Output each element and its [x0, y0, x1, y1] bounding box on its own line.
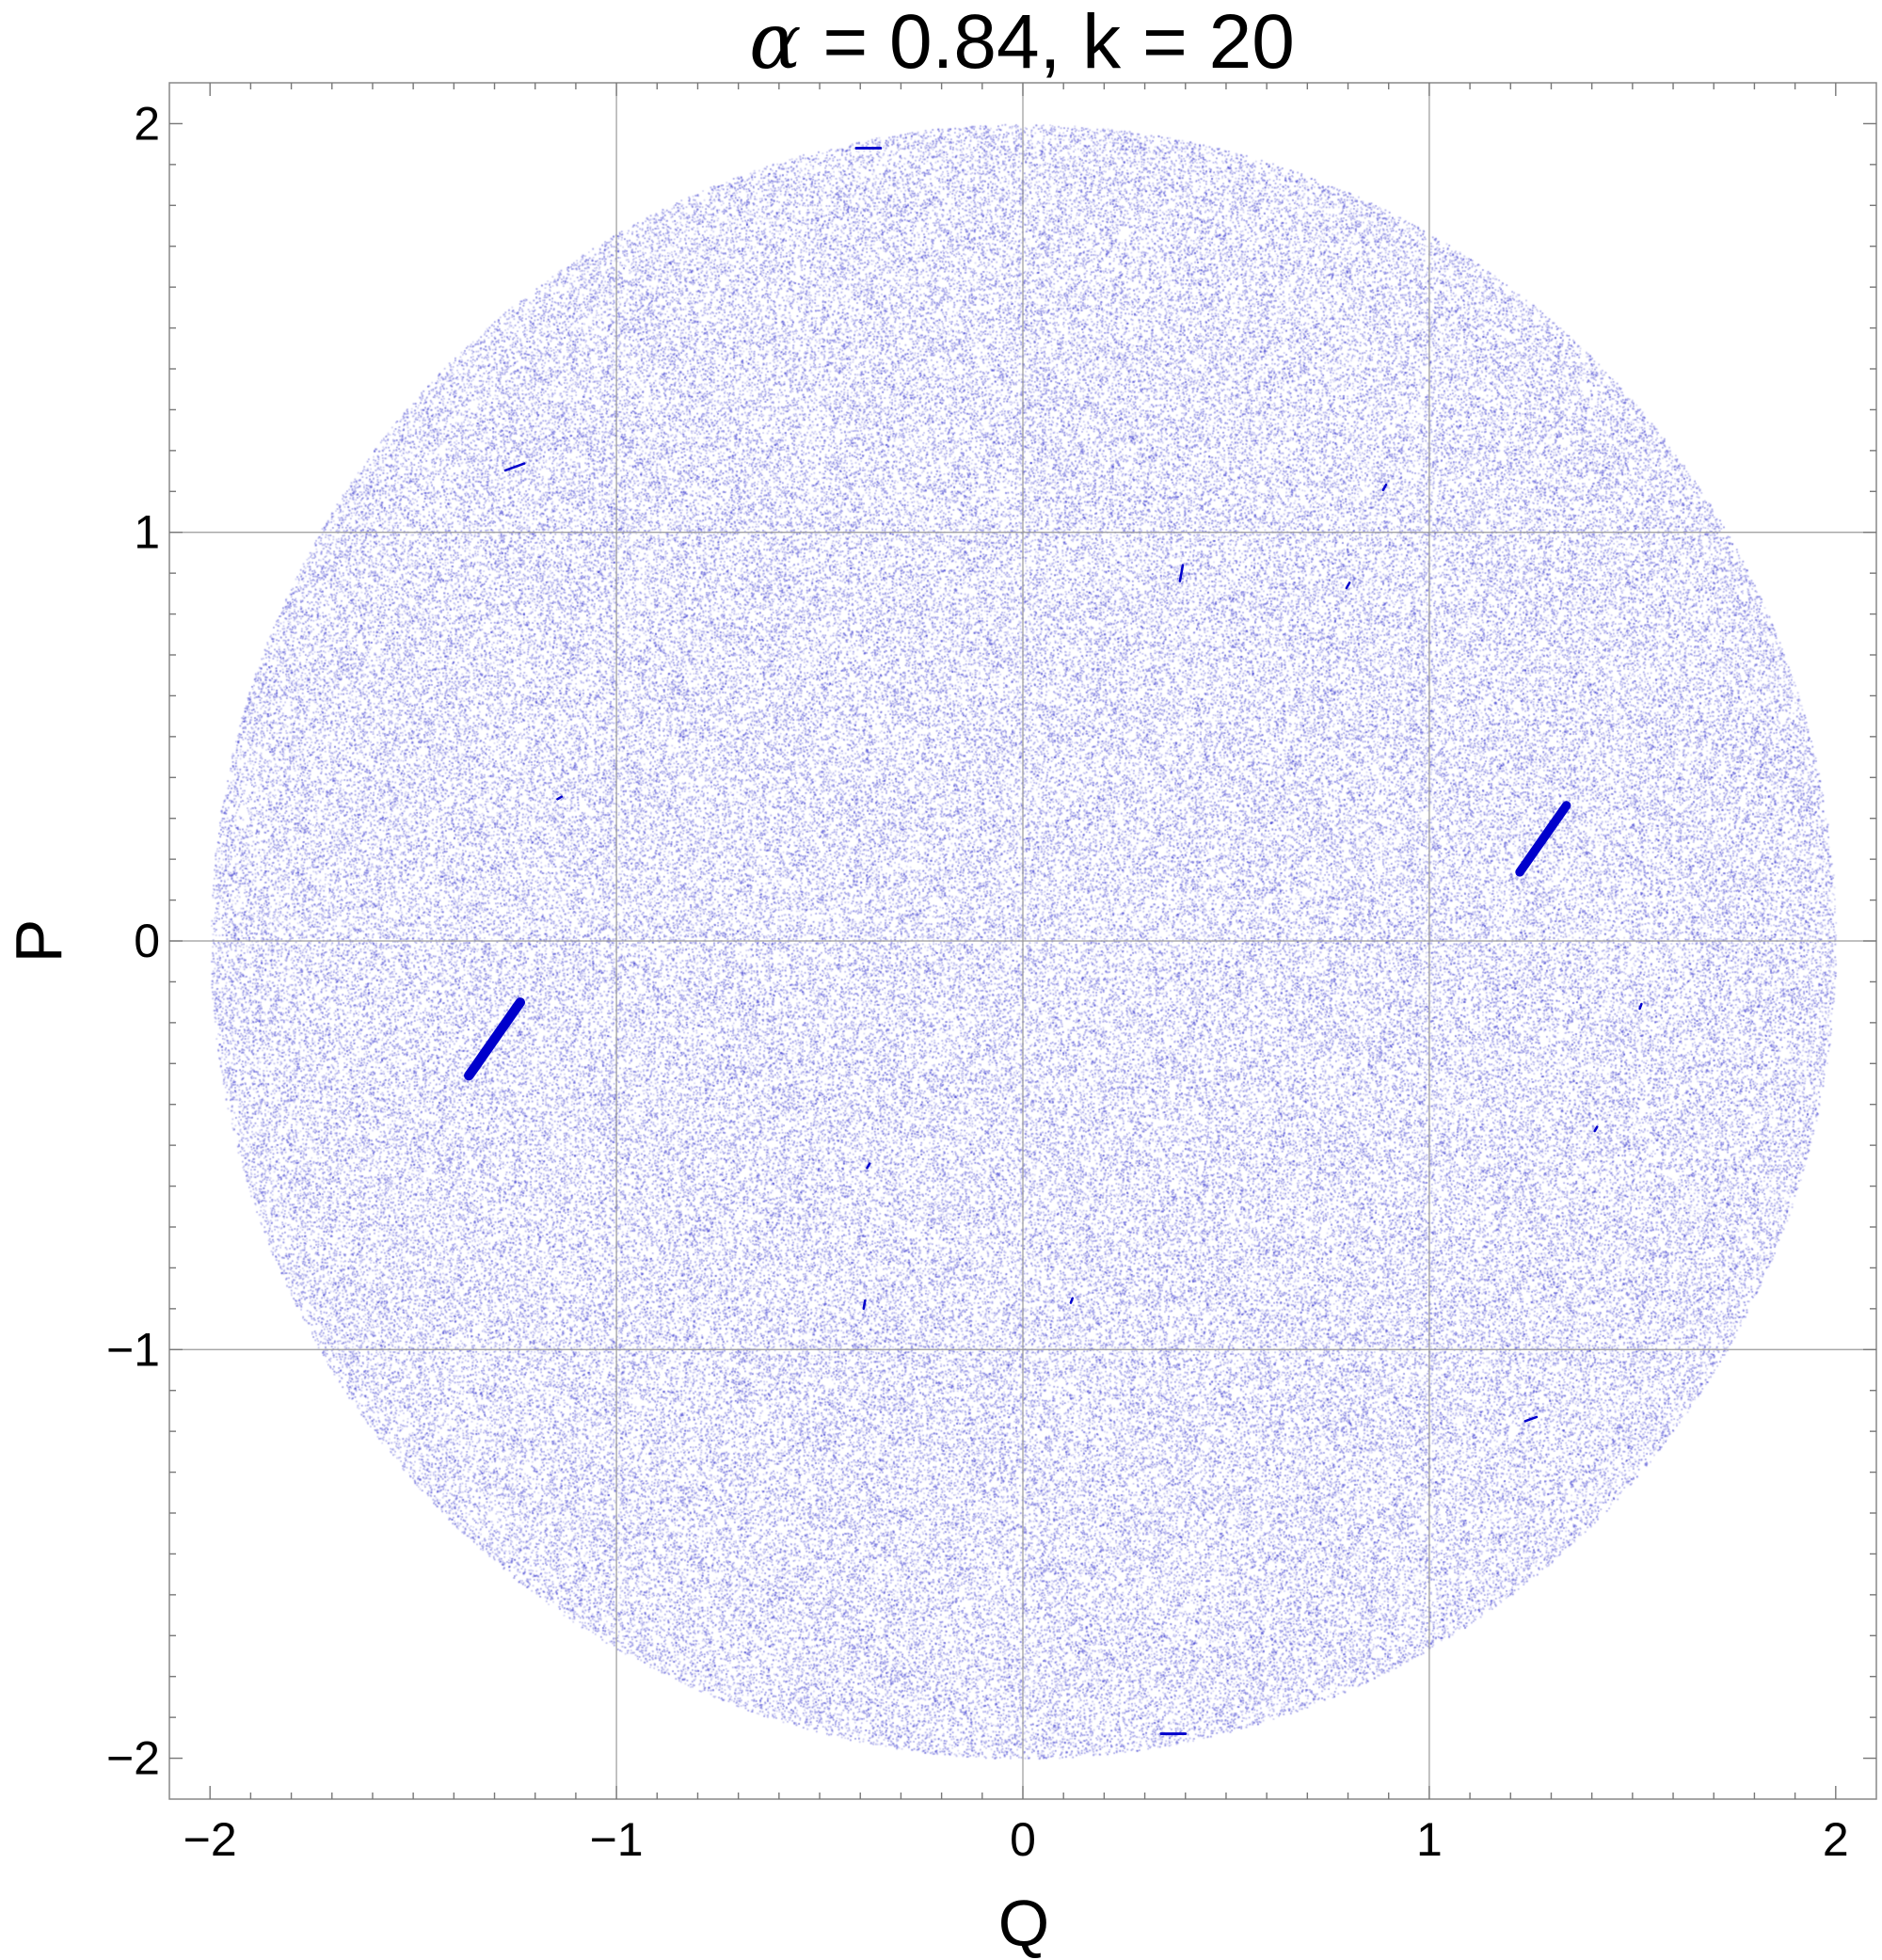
x-tick-label: −1: [590, 1813, 644, 1866]
island-mark: [503, 462, 526, 472]
island-mark: [1523, 1415, 1539, 1423]
island-mark: [1515, 801, 1571, 877]
y-tick-label: 2: [134, 97, 160, 150]
x-tick-label: 0: [1010, 1813, 1036, 1866]
x-tick-labels: −2 −1 0 1 2: [183, 1813, 1849, 1866]
island-mark: [1069, 1297, 1074, 1304]
axis-ticks: [169, 83, 1876, 1799]
island-mark: [866, 1162, 871, 1170]
island-mark: [1381, 483, 1388, 491]
grid-lines: [169, 83, 1876, 1799]
y-tick-labels: −2 −1 0 1 2: [106, 97, 160, 1784]
island-mark: [1345, 582, 1351, 590]
x-tick-label: 1: [1416, 1813, 1443, 1866]
y-tick-label: −1: [106, 1323, 160, 1376]
x-axis-label: Q: [998, 1887, 1049, 1960]
y-tick-label: 1: [134, 506, 160, 559]
x-tick-label: 2: [1823, 1813, 1849, 1866]
y-axis-label: P: [2, 919, 75, 964]
title-parameters: = 0.84, k = 20: [802, 0, 1295, 85]
regular-islands: [464, 147, 1643, 1735]
island-mark: [1638, 1002, 1643, 1011]
island-mark: [1178, 564, 1185, 582]
island-mark: [862, 1299, 867, 1311]
y-tick-label: −2: [106, 1732, 160, 1785]
island-mark: [556, 795, 564, 801]
title-alpha-symbol: α: [749, 0, 801, 87]
y-tick-label: 0: [134, 915, 160, 967]
island-mark: [1593, 1125, 1599, 1133]
island-mark: [464, 997, 526, 1081]
x-tick-label: −2: [183, 1813, 237, 1866]
chart-title: α = 0.84, k = 20: [749, 0, 1295, 87]
